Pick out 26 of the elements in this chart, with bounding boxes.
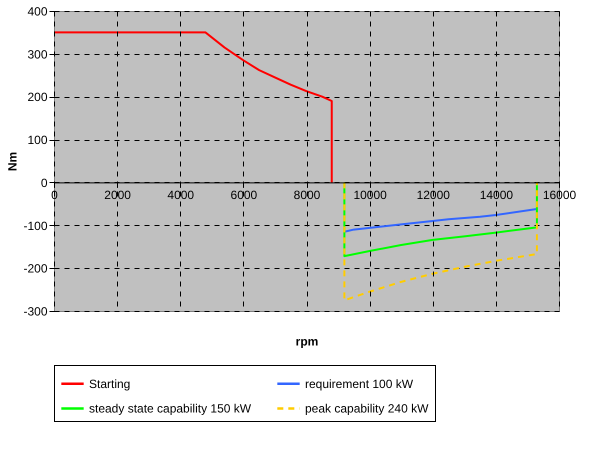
x-tick-label: 12000	[416, 188, 450, 202]
x-tick-label: 0	[51, 188, 58, 202]
legend-label: requirement 100 kW	[305, 376, 414, 391]
x-tick-label: 4000	[167, 188, 194, 202]
legend-label: peak capability 240 kW	[305, 402, 430, 416]
x-tick-label: 14000	[480, 188, 514, 202]
y-tick-label: 300	[27, 47, 48, 62]
x-tick-label: 2000	[104, 188, 132, 202]
legend-label: steady state capability 150 kW	[89, 402, 252, 416]
x-tick-label: 8000	[294, 188, 321, 202]
y-tick-label: 400	[27, 4, 48, 18]
x-tick-label: 16000	[542, 188, 577, 202]
y-tick-label: 100	[27, 133, 48, 148]
y-tick-label: -100	[23, 218, 48, 233]
y-tick-label: 200	[27, 90, 48, 104]
y-tick-label: -200	[23, 262, 48, 276]
x-tick-label: 10000	[353, 188, 388, 202]
line-series	[343, 181, 538, 302]
line-series	[54, 31, 333, 184]
y-tick-label: -300	[23, 304, 48, 318]
x-tick-label: 6000	[230, 188, 258, 202]
x-axis-title: rpm	[296, 334, 318, 348]
y-axis-title: Nm	[5, 152, 20, 172]
legend-label: Starting	[89, 376, 130, 391]
y-tick-label: 0	[40, 176, 48, 190]
line-series	[343, 208, 538, 233]
